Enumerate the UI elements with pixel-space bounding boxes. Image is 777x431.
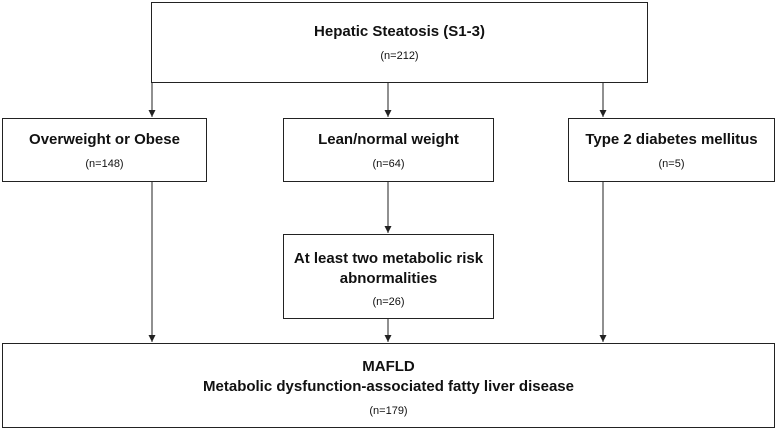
box-hepatic-steatosis-count: (n=212) xyxy=(380,50,419,62)
box-hepatic-steatosis-title: Hepatic Steatosis (S1-3) xyxy=(314,23,485,40)
box-lean-normal-weight-count: (n=64) xyxy=(372,158,405,170)
box-mafld-title-line1: MAFLD xyxy=(362,358,415,375)
box-overweight-obese-count: (n=148) xyxy=(85,158,124,170)
box-overweight-obese-title: Overweight or Obese xyxy=(29,131,180,148)
box-mafld: MAFLD Metabolic dysfunction-associated f… xyxy=(2,343,775,428)
box-metabolic-risk: At least two metabolic risk abnormalitie… xyxy=(283,234,494,319)
box-overweight-obese: Overweight or Obese (n=148) xyxy=(2,118,207,182)
box-mafld-title-line2: Metabolic dysfunction-associated fatty l… xyxy=(203,378,574,395)
box-metabolic-risk-count: (n=26) xyxy=(372,296,405,308)
box-metabolic-risk-title-line1: At least two metabolic risk xyxy=(293,250,484,267)
box-lean-normal-weight: Lean/normal weight (n=64) xyxy=(283,118,494,182)
box-metabolic-risk-title-line2: abnormalities xyxy=(339,270,438,287)
box-type2-diabetes-title: Type 2 diabetes mellitus xyxy=(585,131,758,148)
box-lean-normal-weight-title: Lean/normal weight xyxy=(318,131,459,148)
box-type2-diabetes: Type 2 diabetes mellitus (n=5) xyxy=(568,118,775,182)
box-hepatic-steatosis: Hepatic Steatosis (S1-3) (n=212) xyxy=(151,2,648,83)
box-type2-diabetes-count: (n=5) xyxy=(658,158,685,170)
box-mafld-count: (n=179) xyxy=(369,405,408,417)
